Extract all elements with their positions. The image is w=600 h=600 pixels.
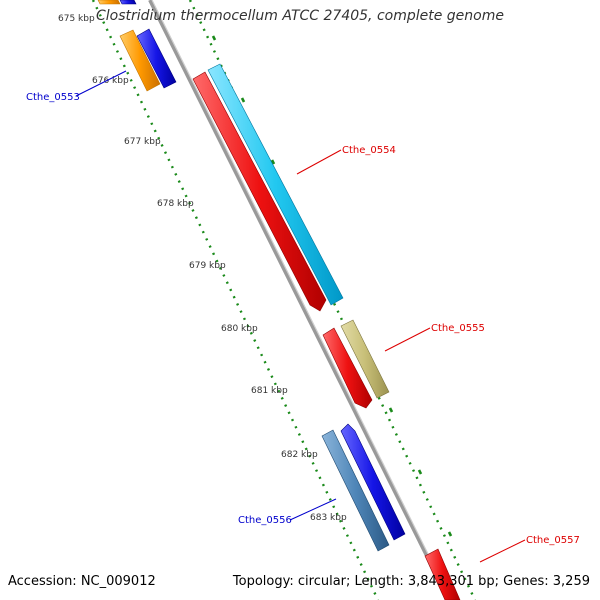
gene-cthe-0553-feature[interactable] xyxy=(97,0,161,92)
kbp-label: 680 kbp xyxy=(221,324,258,334)
kbp-label: 681 kbp xyxy=(251,386,288,396)
gene-red-small-feature[interactable] xyxy=(322,327,373,409)
kbp-label: 675 kbp xyxy=(58,14,95,24)
kbp-scale: 675 kbp 676 kbp 677 kbp 678 kbp 679 kbp … xyxy=(58,14,347,523)
leader-cthe-0557 xyxy=(479,539,526,563)
leader-cthe-0554 xyxy=(296,149,342,175)
gene-cthe-0557-feature[interactable] xyxy=(424,548,461,600)
leader-cthe-0553 xyxy=(75,70,127,97)
accession-text: Accession: NC_009012 xyxy=(8,574,156,589)
kbp-label: 679 kbp xyxy=(189,261,226,271)
leader-cthe-0555 xyxy=(384,327,431,352)
gene-label-cthe-0557[interactable]: Cthe_0557 xyxy=(526,535,580,546)
gene-blue-large-feature[interactable] xyxy=(340,423,406,541)
gene-label-cthe-0555[interactable]: Cthe_0555 xyxy=(431,323,485,334)
gene-cyan-feature[interactable] xyxy=(207,63,344,306)
kbp-label: 683 kbp xyxy=(310,513,347,523)
genome-summary-text: Topology: circular; Length: 3,843,301 bp… xyxy=(232,574,590,589)
gene-cthe-0554-feature[interactable] xyxy=(192,71,327,312)
gene-label-cthe-0554[interactable]: Cthe_0554 xyxy=(342,145,396,156)
kbp-label: 678 kbp xyxy=(157,199,194,209)
gene-cthe-0556-feature[interactable] xyxy=(321,429,390,552)
leader-cthe-0556 xyxy=(289,498,337,521)
gene-label-cthe-0556[interactable]: Cthe_0556 xyxy=(238,515,292,526)
kbp-label: 676 kbp xyxy=(92,76,129,86)
gene-cthe-0555-feature[interactable] xyxy=(340,319,390,399)
genome-backbone xyxy=(148,0,451,600)
inner-tick-ring xyxy=(91,0,380,600)
gene-blue-small-feature[interactable] xyxy=(119,0,177,89)
kbp-label: 677 kbp xyxy=(124,137,161,147)
kbp-label: 682 kbp xyxy=(281,450,318,460)
map-title: Clostridium thermocellum ATCC 27405, com… xyxy=(96,8,504,24)
outer-tick-ring xyxy=(188,0,477,600)
gene-label-cthe-0553[interactable]: Cthe_0553 xyxy=(26,92,80,103)
